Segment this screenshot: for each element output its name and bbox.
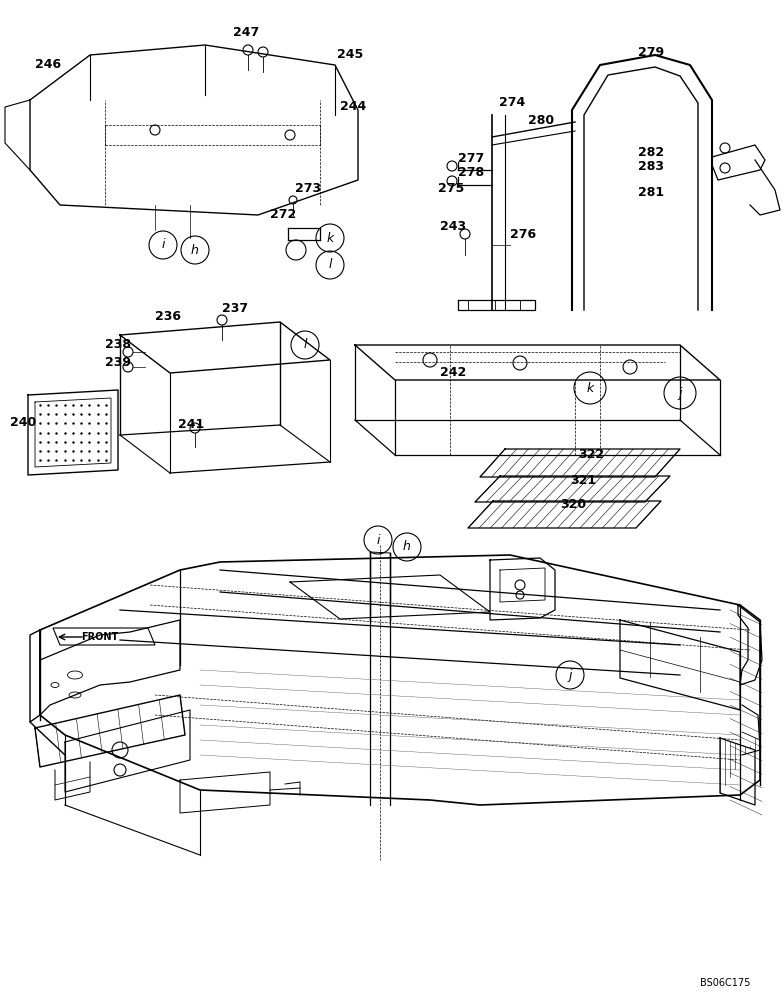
Text: 242: 242 xyxy=(440,365,466,378)
Text: 274: 274 xyxy=(499,96,525,108)
Text: 273: 273 xyxy=(295,182,321,194)
Text: j: j xyxy=(678,386,682,399)
Polygon shape xyxy=(53,628,155,645)
Text: 236: 236 xyxy=(155,310,181,324)
Text: 275: 275 xyxy=(438,182,464,194)
Text: 244: 244 xyxy=(340,101,366,113)
Text: i: i xyxy=(162,238,165,251)
Text: 276: 276 xyxy=(510,229,536,241)
Text: 239: 239 xyxy=(105,356,131,368)
Text: 238: 238 xyxy=(105,338,131,352)
Text: 282: 282 xyxy=(638,146,664,159)
Text: 278: 278 xyxy=(458,165,485,178)
Text: 237: 237 xyxy=(222,302,248,314)
Text: 243: 243 xyxy=(440,221,466,233)
Text: k: k xyxy=(586,381,593,394)
Text: i: i xyxy=(376,534,379,546)
Text: FRONT: FRONT xyxy=(82,632,118,642)
Text: l: l xyxy=(303,338,307,352)
Text: 281: 281 xyxy=(638,186,664,198)
Text: 280: 280 xyxy=(528,114,554,127)
Text: 245: 245 xyxy=(337,47,363,60)
Text: l: l xyxy=(328,258,332,271)
Text: h: h xyxy=(403,540,411,554)
Text: 247: 247 xyxy=(233,25,260,38)
Text: 320: 320 xyxy=(560,497,586,510)
Text: j: j xyxy=(568,668,572,682)
Text: 283: 283 xyxy=(638,160,664,174)
Text: BS06C175: BS06C175 xyxy=(699,978,750,988)
Text: 322: 322 xyxy=(578,448,604,462)
Text: 246: 246 xyxy=(35,58,61,72)
Text: k: k xyxy=(326,232,334,244)
Text: h: h xyxy=(191,243,199,256)
Text: 321: 321 xyxy=(570,474,596,487)
Text: 277: 277 xyxy=(458,151,485,164)
Text: 279: 279 xyxy=(638,45,664,58)
Text: 240: 240 xyxy=(10,416,36,430)
Text: 272: 272 xyxy=(270,209,296,222)
Text: 241: 241 xyxy=(178,418,205,432)
